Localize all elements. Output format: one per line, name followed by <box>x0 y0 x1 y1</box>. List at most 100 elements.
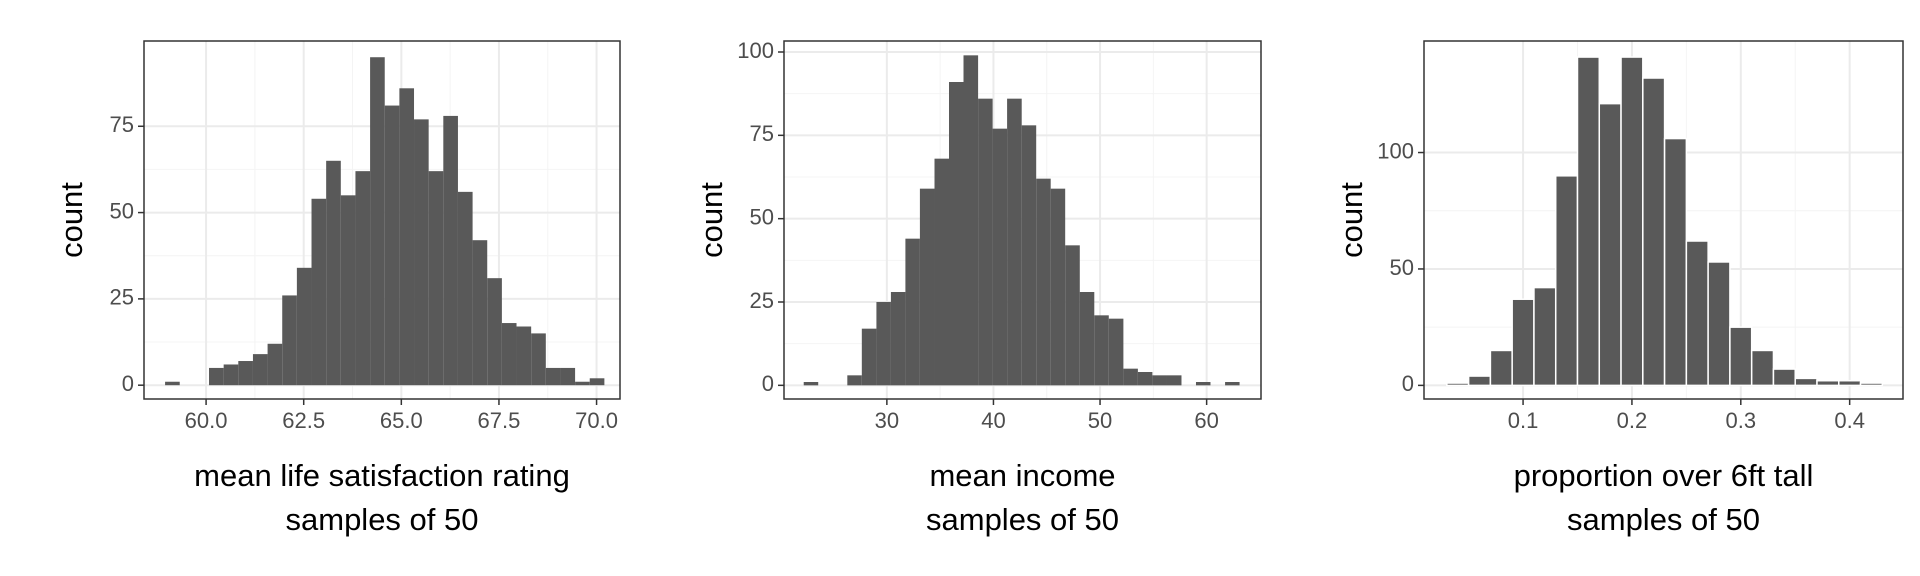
bar <box>384 105 400 386</box>
bar <box>575 381 590 386</box>
panel: 60.0 62.5 65.0 67.5 70.0 0 25 50 75 mean life sat… <box>54 40 621 537</box>
bar <box>1108 318 1124 386</box>
bar <box>949 82 964 386</box>
x-tick-label: 60.0 <box>185 408 228 433</box>
bar <box>1511 298 1535 387</box>
panel-border <box>1423 40 1904 400</box>
bar <box>1816 379 1840 387</box>
y-tick-label: 50 <box>1390 255 1414 280</box>
bar <box>1685 240 1709 387</box>
y-axis-title: count <box>1334 182 1369 258</box>
x-tick-label: 40 <box>981 408 1005 433</box>
y-tick-label: 75 <box>110 112 134 137</box>
x-tick-label: 0.3 <box>1725 408 1756 433</box>
bar <box>1467 375 1492 387</box>
bar <box>340 195 356 386</box>
bar <box>1729 326 1753 387</box>
bar <box>516 326 532 386</box>
bar <box>282 295 297 386</box>
x-axis-title: proportion over 6ft tall <box>1514 458 1814 493</box>
bar <box>1772 368 1796 387</box>
bar <box>296 267 312 386</box>
bar <box>919 188 935 386</box>
bar <box>238 361 253 386</box>
bar <box>1489 349 1513 387</box>
bar <box>1021 125 1037 386</box>
y-tick-label: 75 <box>750 121 774 146</box>
bar <box>1707 261 1731 387</box>
panel-border <box>143 40 621 400</box>
panel: 30 40 50 60 0 25 50 75 100 mean income samples of … <box>694 38 1262 537</box>
bar <box>165 381 180 386</box>
x-tick-label: 0.2 <box>1617 408 1648 433</box>
bar <box>252 354 268 386</box>
x-axis-title: mean life satisfaction rating <box>194 458 570 493</box>
x-axis-title: samples of 50 <box>1567 502 1760 537</box>
bar <box>1446 382 1470 387</box>
bar <box>326 160 341 386</box>
y-tick-label: 0 <box>122 371 134 396</box>
bar <box>1838 379 1862 387</box>
bar <box>443 115 458 386</box>
panel-border <box>783 40 1262 400</box>
bar <box>1554 175 1579 387</box>
y-tick-label: 50 <box>750 204 774 229</box>
bar <box>589 378 605 386</box>
bar <box>355 171 371 386</box>
bar <box>876 302 891 386</box>
bar <box>1050 188 1066 386</box>
bar <box>1620 56 1644 387</box>
bar <box>963 55 979 386</box>
bar <box>861 328 877 386</box>
bar <box>1152 375 1167 386</box>
bar <box>1533 286 1557 387</box>
x-tick-label: 70.0 <box>575 408 618 433</box>
bar <box>370 57 385 386</box>
y-tick-label: 25 <box>110 285 134 310</box>
bar <box>992 128 1008 386</box>
bar <box>905 238 920 386</box>
x-tick-label: 62.5 <box>282 408 325 433</box>
bar <box>414 119 429 386</box>
y-axis-title: count <box>54 182 89 258</box>
x-tick-label: 67.5 <box>478 408 521 433</box>
bar <box>1225 382 1240 386</box>
bar <box>223 364 239 386</box>
bar <box>267 343 283 386</box>
bar <box>1166 375 1182 386</box>
x-tick-label: 30 <box>875 408 899 433</box>
bar <box>311 198 327 386</box>
y-tick-label: 100 <box>737 38 774 63</box>
bar <box>1663 137 1688 387</box>
x-tick-label: 65.0 <box>380 408 423 433</box>
x-axis-title: mean income <box>929 458 1115 493</box>
y-tick-label: 50 <box>110 198 134 223</box>
bar <box>501 323 517 386</box>
panel: 0.1 0.2 0.3 0.4 0 50 100 proportion over 6ft ta… <box>1334 40 1904 537</box>
x-tick-label: 60 <box>1194 408 1218 433</box>
x-tick-label: 0.1 <box>1508 408 1539 433</box>
bar <box>428 171 444 386</box>
y-tick-label: 0 <box>1402 371 1414 396</box>
bar <box>545 367 561 386</box>
y-tick-label: 25 <box>750 288 774 313</box>
bar <box>1123 368 1138 386</box>
y-tick-label: 0 <box>762 371 774 396</box>
bar <box>1642 77 1666 387</box>
bar <box>1079 292 1095 386</box>
bar <box>803 382 819 386</box>
bar <box>1794 377 1818 387</box>
bar <box>1750 349 1775 387</box>
bar <box>1598 102 1622 387</box>
bar <box>934 158 950 386</box>
x-tick-label: 50 <box>1088 408 1112 433</box>
bar <box>1859 382 1884 387</box>
x-axis-title: samples of 50 <box>286 502 479 537</box>
bar <box>487 278 502 386</box>
bar <box>1576 56 1601 387</box>
bar <box>1137 372 1153 386</box>
bar <box>531 333 546 386</box>
y-tick-label: 100 <box>1377 138 1414 163</box>
bar <box>399 88 415 386</box>
